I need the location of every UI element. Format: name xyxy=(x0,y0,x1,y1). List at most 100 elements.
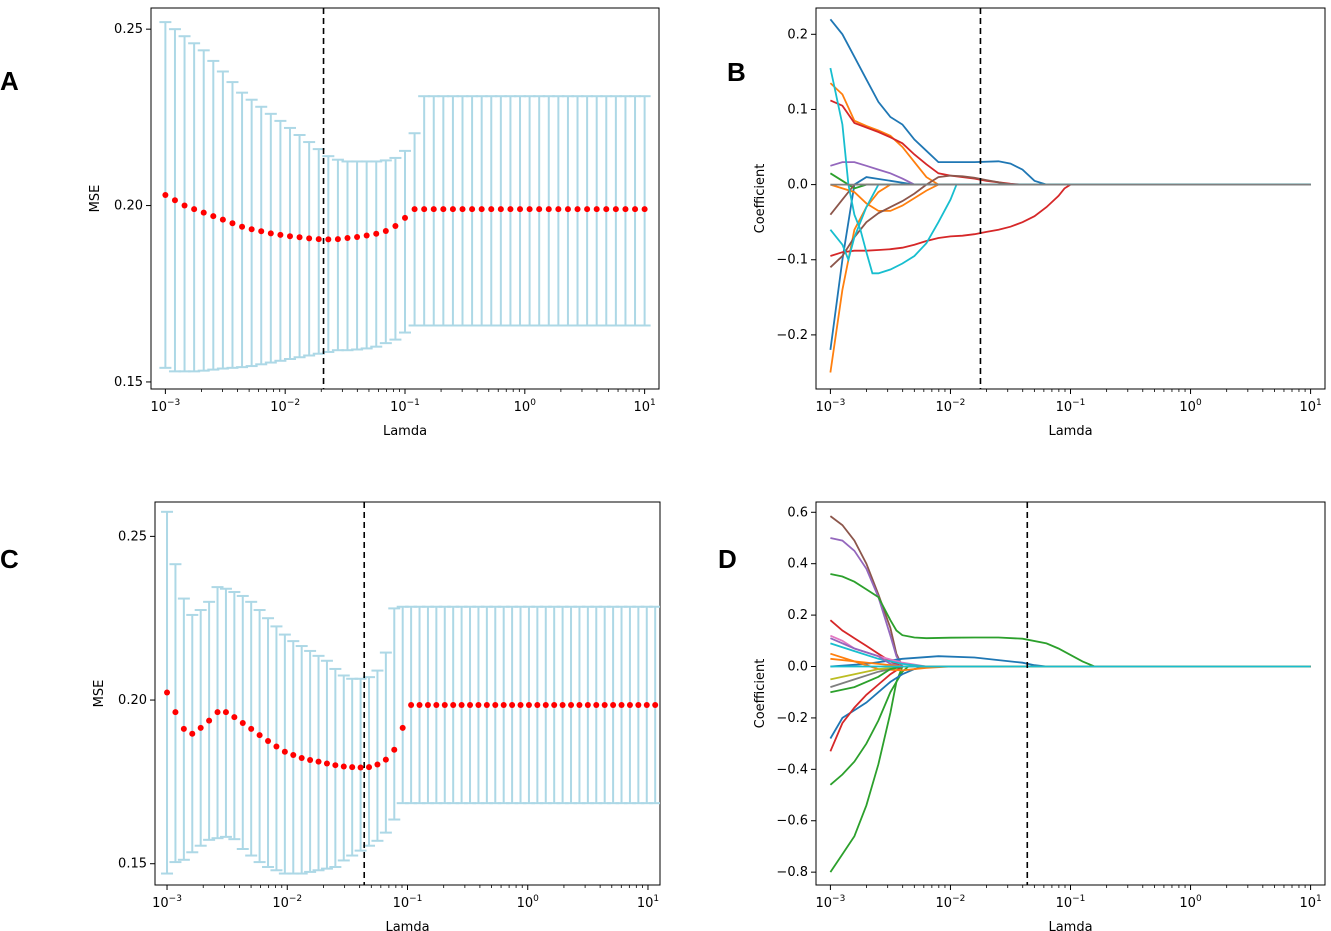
mse-point-c xyxy=(239,719,246,726)
mse-point-a xyxy=(536,206,543,213)
mse-point-c xyxy=(164,689,171,696)
coefficient-path-b xyxy=(829,82,1311,186)
mse-point-c xyxy=(643,701,650,708)
y-tick-label-d: −0.8 xyxy=(776,865,808,880)
mse-point-c xyxy=(399,724,406,731)
mse-point-a xyxy=(507,206,514,213)
mse-point-a xyxy=(191,206,198,213)
y-tick-label-a: 0.15 xyxy=(114,375,143,390)
coefficient-path-d xyxy=(829,515,1311,668)
mse-point-a xyxy=(344,235,351,242)
mse-point-c xyxy=(273,743,280,750)
mse-point-c xyxy=(206,717,213,724)
y-tick-label-d: −0.4 xyxy=(776,762,808,777)
x-tick-label-b: 10−3 xyxy=(815,398,845,415)
mse-point-c xyxy=(626,701,633,708)
mse-point-a xyxy=(555,206,562,213)
plot-area-b xyxy=(829,18,1311,373)
mse-point-a xyxy=(622,206,629,213)
mse-point-a xyxy=(296,234,303,241)
mse-point-a xyxy=(200,209,207,216)
panel-d: 10−3 10−2 10−1 100 101 −0.8 −0.6 −0.4 −0.2 0.0 0.2… xyxy=(753,501,1326,931)
mse-point-c xyxy=(298,754,305,761)
x-tick-label-c: 100 xyxy=(517,894,540,911)
mse-point-c xyxy=(441,701,448,708)
mse-point-c xyxy=(652,701,659,708)
mse-point-a xyxy=(267,230,274,237)
x-tick-label-c: 10−3 xyxy=(152,894,182,911)
mse-point-c xyxy=(189,730,196,737)
y-tick-label-a: 0.20 xyxy=(114,199,143,214)
x-axis-label-c: Lamda xyxy=(385,920,429,931)
mse-point-a xyxy=(325,236,332,243)
mse-point-a xyxy=(277,231,284,238)
y-tick-label-b: 0.0 xyxy=(787,178,808,193)
y-tick-label-c: 0.15 xyxy=(118,857,147,872)
y-tick-label-d: 0.2 xyxy=(787,608,808,623)
mse-point-a xyxy=(478,206,485,213)
mse-point-a xyxy=(315,236,322,243)
mse-point-a xyxy=(382,227,389,234)
x-axis-label-d: Lamda xyxy=(1048,920,1092,931)
plot-area-c xyxy=(161,510,660,875)
mse-point-a xyxy=(545,206,552,213)
mse-point-c xyxy=(584,701,591,708)
mse-point-a xyxy=(363,232,370,239)
mse-point-c xyxy=(433,701,440,708)
mse-point-a xyxy=(430,206,437,213)
x-tick-label-b: 101 xyxy=(1299,398,1321,415)
mse-point-c xyxy=(315,758,322,765)
mse-point-c xyxy=(248,725,255,732)
y-tick-label-d: 0.4 xyxy=(787,557,808,572)
panel-letter-c: C xyxy=(0,544,19,574)
x-tick-label-b: 100 xyxy=(1179,398,1202,415)
mse-point-c xyxy=(290,752,297,759)
mse-point-c xyxy=(416,701,423,708)
mse-point-c xyxy=(323,760,330,767)
x-tick-label-c: 10−1 xyxy=(393,894,423,911)
coefficient-path-b xyxy=(830,161,1311,186)
x-tick-label-a: 10−3 xyxy=(150,398,180,415)
mse-point-a xyxy=(421,206,428,213)
mse-point-c xyxy=(408,701,415,708)
y-axis-label-a: MSE xyxy=(88,185,103,213)
mse-point-c xyxy=(374,761,381,768)
coefficient-path-b xyxy=(829,18,1311,186)
x-tick-label-b: 10−1 xyxy=(1056,398,1086,415)
mse-point-a xyxy=(258,228,265,235)
y-tick-label-d: −0.2 xyxy=(776,711,808,726)
mse-point-c xyxy=(610,701,617,708)
x-tick-label-d: 10−2 xyxy=(936,894,966,911)
mse-point-a xyxy=(488,206,495,213)
coefficient-path-d xyxy=(829,665,1311,873)
panel-c: 10−3 10−2 10−1 100 101 0.15 0.20 0.25 Lamda MSE xyxy=(92,501,661,931)
mse-point-c xyxy=(382,756,389,763)
mse-point-a xyxy=(593,206,600,213)
y-tick-label-b: −0.2 xyxy=(776,328,808,343)
mse-point-c xyxy=(357,764,364,771)
plot-frame-d xyxy=(815,501,1326,886)
mse-point-a xyxy=(449,206,456,213)
y-axis-label-d: Coefficient xyxy=(753,659,768,729)
coefficient-path-d xyxy=(830,573,1311,668)
mse-point-c xyxy=(172,709,179,716)
y-axis-label-b: Coefficient xyxy=(753,164,768,234)
mse-point-a xyxy=(239,223,246,230)
mse-point-c xyxy=(551,701,558,708)
plot-frame-b xyxy=(815,7,1326,390)
mse-point-a xyxy=(574,206,581,213)
plot-area-d xyxy=(829,515,1311,873)
x-tick-label-b: 10−2 xyxy=(936,398,966,415)
mse-point-c xyxy=(458,701,465,708)
mse-point-a xyxy=(181,202,188,209)
y-tick-label-b: 0.2 xyxy=(787,27,808,42)
x-tick-label-c: 10−2 xyxy=(272,894,302,911)
mse-point-a xyxy=(459,206,466,213)
coefficient-path-b xyxy=(830,99,1311,186)
mse-point-c xyxy=(559,701,566,708)
x-tick-label-d: 100 xyxy=(1179,894,1202,911)
mse-point-a xyxy=(564,206,571,213)
y-tick-label-d: 0.0 xyxy=(787,660,808,675)
x-tick-label-d: 10−1 xyxy=(1056,894,1086,911)
